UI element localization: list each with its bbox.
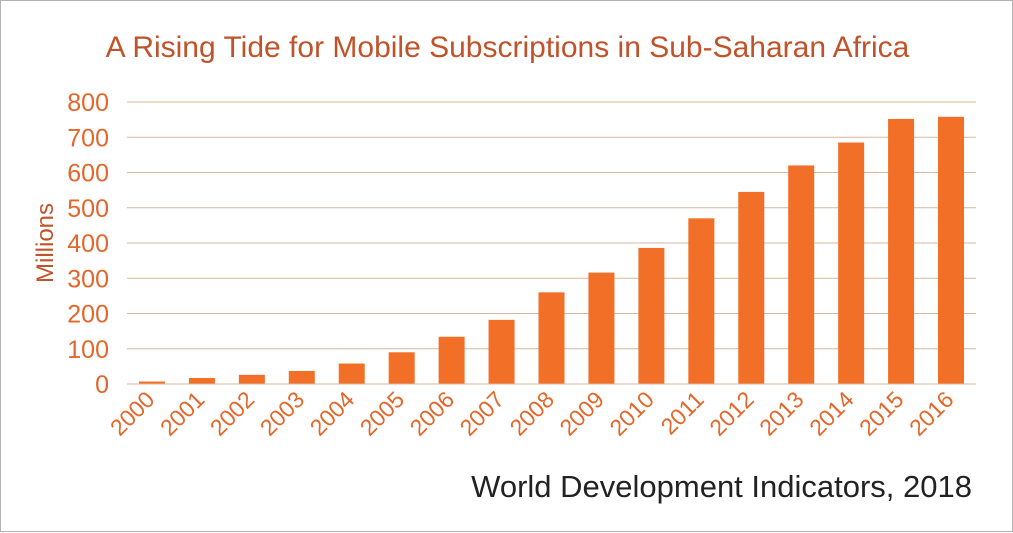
x-tick-label: 2012 (704, 386, 759, 441)
x-tick-label: 2004 (305, 386, 360, 441)
bar (338, 363, 365, 384)
bar (788, 165, 815, 384)
bar (588, 272, 615, 384)
y-tick-label: 700 (67, 124, 109, 152)
y-tick-label: 800 (67, 89, 109, 117)
bar (638, 247, 665, 384)
y-tick-label: 300 (67, 265, 109, 293)
bar (438, 336, 465, 384)
x-tick-label: 2002 (205, 386, 260, 441)
x-tick-label: 2000 (105, 386, 160, 441)
y-tick-label: 100 (67, 336, 109, 364)
bar (938, 116, 965, 385)
source-note: World Development Indicators, 2018 (471, 469, 972, 504)
bar (238, 374, 265, 384)
x-tick-label: 2011 (655, 386, 708, 439)
x-tick-label: 2010 (604, 386, 659, 441)
y-axis-label: Millions (32, 203, 59, 283)
bar (538, 292, 565, 384)
x-tick-label: 2013 (754, 386, 809, 441)
bar (288, 370, 315, 384)
x-tick-label: 2014 (804, 386, 859, 441)
bar (688, 218, 715, 384)
x-tick-label: 2001 (155, 386, 210, 441)
x-tick-label: 2007 (455, 386, 510, 441)
x-tick-label: 2009 (554, 386, 609, 441)
bar (838, 142, 865, 384)
bar (488, 319, 515, 384)
bar (888, 118, 915, 385)
bar (188, 378, 215, 384)
y-tick-label: 400 (67, 230, 109, 258)
bar (388, 352, 415, 384)
x-tick-label: 2005 (355, 386, 410, 441)
y-tick-label: 600 (67, 160, 109, 188)
x-tick-label: 2006 (405, 386, 460, 441)
x-tick-label: 2015 (854, 386, 909, 441)
x-tick-label: 2016 (904, 386, 959, 441)
x-tick-label: 2008 (504, 386, 559, 441)
x-tick-label: 2003 (255, 386, 310, 441)
y-tick-label: 200 (67, 301, 109, 329)
y-tick-label: 0 (95, 371, 109, 399)
bar (138, 381, 165, 384)
bar (738, 191, 765, 384)
chart-title: A Rising Tide for Mobile Subscriptions i… (105, 31, 910, 64)
y-tick-label: 500 (67, 195, 109, 223)
